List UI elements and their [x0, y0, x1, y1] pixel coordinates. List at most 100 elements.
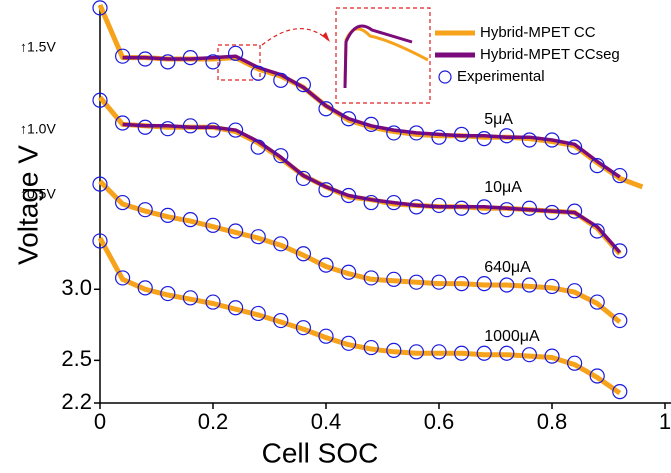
- legend-label: Experimental: [457, 68, 545, 85]
- data-point: [499, 128, 515, 144]
- data-point: [341, 264, 357, 280]
- curve-label: 640μA: [484, 259, 531, 276]
- data-point: [273, 148, 289, 164]
- data-point: [589, 368, 605, 384]
- series-line: [122, 122, 622, 254]
- x-tick-label: 0.8: [537, 409, 568, 434]
- curve-label: 1000μA: [484, 328, 540, 345]
- data-point: [566, 203, 583, 219]
- data-point: [182, 290, 198, 306]
- data-point: [114, 270, 131, 286]
- x-axis-label: Cell SOC: [262, 437, 379, 468]
- y-tick-label: 3.0: [61, 275, 92, 300]
- data-point: [92, 233, 108, 249]
- data-point: [250, 229, 266, 245]
- data-point: [363, 270, 379, 286]
- data-point: [589, 223, 605, 239]
- x-tick-label: 0.4: [311, 409, 342, 434]
- data-point: [318, 328, 334, 344]
- offset-label: ↑0.5V: [20, 186, 56, 202]
- data-point: [408, 274, 424, 290]
- data-point: [92, 0, 108, 16]
- data-point: [499, 345, 515, 361]
- data-point: [318, 182, 334, 198]
- data-point: [318, 101, 334, 117]
- data-point: [454, 345, 470, 361]
- data-point: [114, 194, 131, 211]
- data-point: [566, 139, 583, 155]
- data-point: [589, 294, 605, 310]
- data-point: [386, 194, 402, 211]
- data-point: [363, 116, 379, 133]
- data-point: [160, 207, 176, 223]
- data-point: [589, 158, 605, 174]
- data-point: [295, 76, 311, 93]
- data-point: [408, 125, 424, 141]
- data-point: [521, 277, 538, 293]
- data-point: [476, 345, 492, 361]
- data-point: [92, 92, 108, 108]
- data-point: [137, 119, 153, 135]
- data-point: [431, 274, 447, 290]
- data-point: [205, 122, 221, 138]
- data-point: [295, 320, 311, 336]
- data-point: [612, 167, 628, 184]
- series-line: [98, 179, 622, 324]
- data-point: [182, 49, 198, 66]
- data-point: [499, 277, 515, 293]
- data-point: [137, 202, 153, 218]
- series-line: [122, 54, 621, 179]
- data-point: [273, 236, 289, 252]
- data-point: [386, 342, 402, 359]
- data-point: [476, 276, 492, 292]
- data-point: [273, 72, 289, 88]
- data-point: [544, 348, 560, 364]
- data-point: [408, 344, 424, 360]
- curve-label: 5μA: [484, 111, 513, 128]
- legend-label: Hybrid-MPET CCseg: [480, 46, 620, 63]
- inset-curve: [343, 27, 429, 86]
- data-point: [431, 344, 447, 360]
- data-point: [273, 312, 289, 329]
- data-point: [612, 384, 628, 400]
- data-point: [521, 200, 538, 216]
- data-point: [228, 223, 244, 239]
- data-point: [544, 204, 560, 221]
- data-point: [160, 285, 176, 302]
- data-point: [408, 199, 424, 215]
- zoom-inset: [335, 7, 431, 104]
- series-line: [97, 236, 622, 396]
- data-point: [612, 243, 628, 259]
- data-point: [386, 125, 402, 141]
- data-point: [137, 51, 153, 67]
- data-point: [341, 335, 357, 351]
- data-point: [205, 294, 221, 310]
- data-point: [612, 312, 628, 329]
- data-point: [228, 122, 244, 138]
- data-point: [431, 129, 447, 145]
- data-point: [182, 212, 198, 228]
- data-point: [114, 48, 131, 64]
- offset-label: ↑1.0V: [20, 121, 56, 137]
- y-tick-label: 2.5: [61, 346, 92, 371]
- y-axis-label: Voltage V: [12, 145, 43, 265]
- data-point: [476, 131, 492, 147]
- data-point: [431, 197, 447, 214]
- data-point: [521, 347, 538, 363]
- data-point: [454, 200, 470, 216]
- data-point: [137, 280, 153, 296]
- offset-label: ↑1.5V: [20, 39, 56, 55]
- data-point: [205, 217, 221, 233]
- data-point: [341, 111, 357, 127]
- data-point: [250, 65, 266, 81]
- data-point: [250, 305, 266, 322]
- data-point: [182, 118, 198, 134]
- data-point: [160, 121, 176, 137]
- data-point: [566, 355, 583, 371]
- data-point: [363, 194, 379, 211]
- data-point: [228, 45, 244, 61]
- data-point: [160, 54, 176, 70]
- data-point: [454, 126, 470, 142]
